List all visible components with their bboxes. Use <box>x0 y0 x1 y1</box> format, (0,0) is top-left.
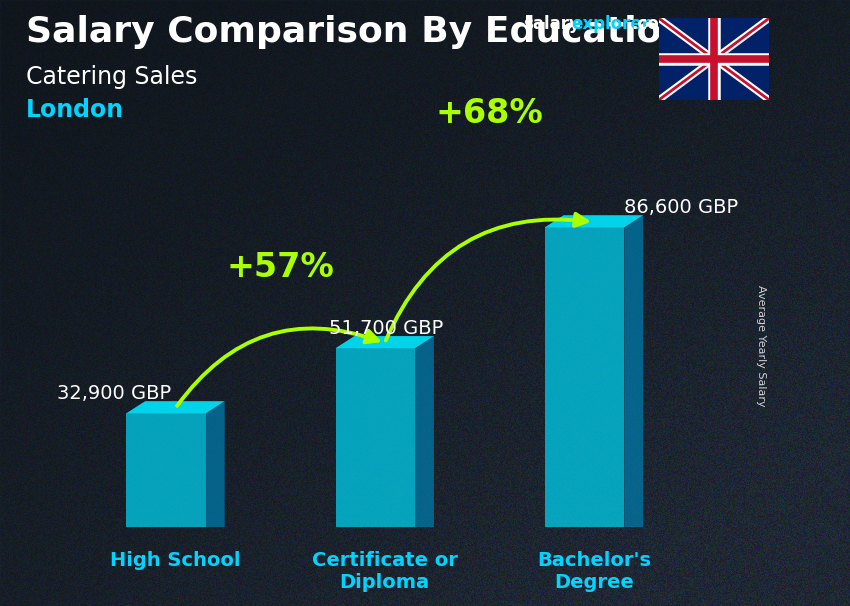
Text: Average Yearly Salary: Average Yearly Salary <box>756 285 766 406</box>
Polygon shape <box>127 413 206 527</box>
Polygon shape <box>415 336 434 527</box>
Text: London: London <box>26 98 123 122</box>
Text: 51,700 GBP: 51,700 GBP <box>329 319 443 338</box>
Text: Certificate or
Diploma: Certificate or Diploma <box>312 551 457 593</box>
Text: +57%: +57% <box>226 251 334 284</box>
Polygon shape <box>336 336 434 348</box>
Text: salary: salary <box>523 15 580 33</box>
Text: Salary Comparison By Education: Salary Comparison By Education <box>26 15 687 49</box>
Text: +68%: +68% <box>435 97 543 130</box>
Text: Bachelor's
Degree: Bachelor's Degree <box>537 551 651 593</box>
Polygon shape <box>545 215 643 227</box>
Text: .com: .com <box>632 15 677 33</box>
Text: explorer: explorer <box>571 15 650 33</box>
Polygon shape <box>624 215 643 527</box>
Text: 32,900 GBP: 32,900 GBP <box>57 384 171 403</box>
Text: 86,600 GBP: 86,600 GBP <box>624 198 738 217</box>
Polygon shape <box>206 401 224 527</box>
Polygon shape <box>127 401 224 413</box>
Polygon shape <box>545 227 624 527</box>
Text: High School: High School <box>110 551 241 570</box>
Polygon shape <box>336 348 415 527</box>
Text: Catering Sales: Catering Sales <box>26 65 197 90</box>
